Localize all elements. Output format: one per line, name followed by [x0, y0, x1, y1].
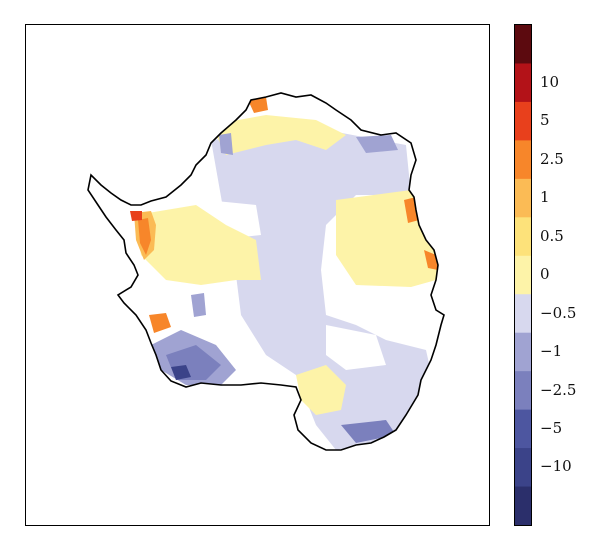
region-blue-sw-small: [191, 293, 206, 317]
colorbar-band: [515, 178, 531, 218]
region-positive-west: [136, 205, 261, 285]
region-orange-peninsula-deep: [138, 218, 151, 255]
colorbar-band: [515, 448, 531, 488]
region-red-peninsula-tip: [130, 211, 142, 221]
colorbar-tick-label: 0: [540, 265, 550, 284]
colorbar-tick-label: 10: [540, 72, 560, 91]
colorbar-band: [515, 140, 531, 180]
region-positive-north-coast: [211, 115, 346, 155]
region-blue-wedge-darkest: [171, 365, 191, 380]
colorbar: [514, 24, 532, 526]
region-orange-east-2: [424, 250, 438, 270]
colorbar-tick-label: −0.5: [540, 303, 577, 322]
region-negative-east-interior: [211, 130, 436, 450]
region-positive-south: [296, 365, 346, 415]
antarctica-coastline: [87, 92, 445, 451]
colorbar-tick-label: 2.5: [540, 149, 564, 168]
colorbar-band: [515, 63, 531, 103]
colorbar-band: [515, 486, 531, 525]
colorbar-band: [515, 25, 531, 64]
colorbar-band: [515, 294, 531, 334]
colorbar-tick-label: −1: [540, 342, 563, 361]
region-orange-west-2: [149, 313, 171, 333]
colorbar-tick-label: 5: [540, 111, 550, 130]
colorbar-tick-label: −10: [540, 457, 572, 476]
antarctica-map: [87, 92, 445, 451]
colorbar-tick-label: 1: [540, 188, 550, 207]
colorbar-band: [515, 332, 531, 372]
colorbar-tick-label: 0.5: [540, 226, 564, 245]
anomaly-field: [88, 93, 444, 450]
colorbar-gradient: [515, 25, 531, 525]
colorbar-band: [515, 409, 531, 449]
colorbar-band: [515, 101, 531, 141]
colorbar-tick-label: −5: [540, 419, 563, 437]
colorbar-band: [515, 255, 531, 295]
colorbar-band: [515, 371, 531, 411]
colorbar-band: [515, 217, 531, 257]
region-orange-north-tip: [248, 97, 268, 113]
map-frame: [25, 24, 490, 526]
colorbar-tick-label: −2.5: [540, 380, 577, 399]
region-blue-northeast: [356, 135, 398, 153]
region-blue-nw: [219, 133, 233, 155]
